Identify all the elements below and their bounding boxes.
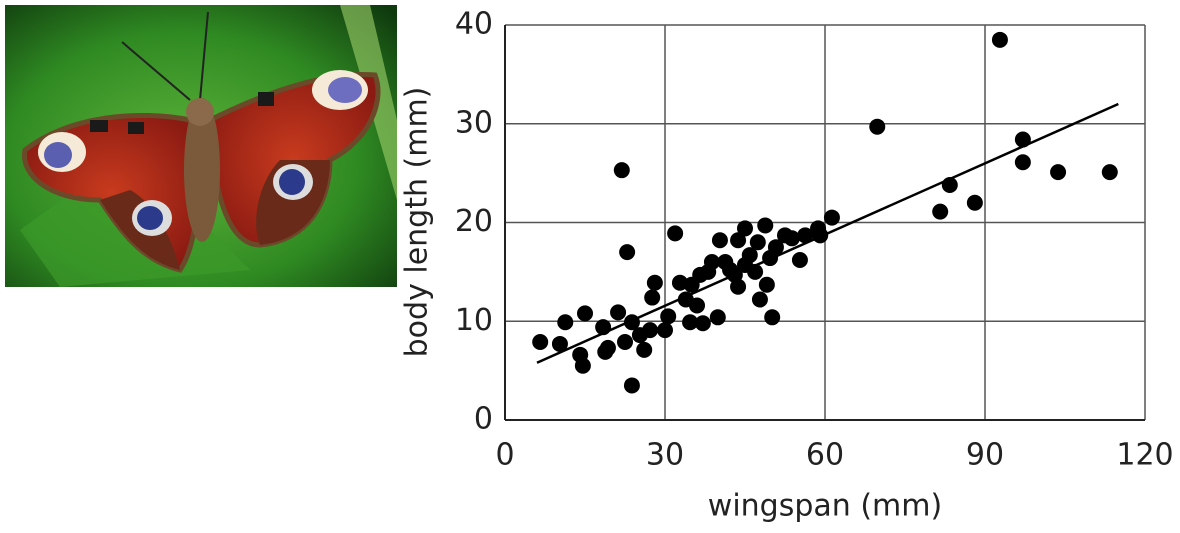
data-point <box>557 314 574 331</box>
data-point <box>682 314 699 331</box>
data-point <box>694 315 711 332</box>
data-point <box>869 118 886 135</box>
data-point <box>1050 164 1067 181</box>
data-point <box>709 309 726 326</box>
x-tick-label: 90 <box>966 438 1004 473</box>
data-point <box>741 247 758 264</box>
data-point <box>610 304 627 321</box>
data-point <box>657 322 673 339</box>
y-tick-label: 30 <box>455 105 493 140</box>
butterfly-photo <box>5 5 397 287</box>
data-point <box>797 227 814 244</box>
data-point <box>1101 164 1118 181</box>
data-point <box>642 322 659 339</box>
x-tick-label: 30 <box>646 438 684 473</box>
data-point <box>660 308 677 325</box>
data-point <box>764 309 781 326</box>
data-point <box>966 194 983 211</box>
y-tick-label: 20 <box>455 204 493 239</box>
data-point <box>667 225 684 242</box>
trend-line <box>536 102 1119 364</box>
x-axis-title: wingspan (mm) <box>708 489 942 524</box>
data-point <box>619 244 636 261</box>
data-point <box>574 357 591 374</box>
y-tick-label: 40 <box>455 7 493 42</box>
data-point <box>767 239 784 256</box>
data-point <box>749 234 766 251</box>
y-tick-label: 10 <box>455 303 493 338</box>
data-point <box>636 341 653 358</box>
data-point <box>791 252 808 269</box>
data-point <box>823 209 840 226</box>
data-point <box>751 291 768 308</box>
data-point <box>644 289 661 306</box>
data-point <box>613 162 630 179</box>
x-tick-label: 120 <box>1116 438 1173 473</box>
scatter-plot: 0 10 20 30 40 0 30 60 90 120 <box>455 7 1174 473</box>
data-point <box>783 230 800 247</box>
y-tick-label: 0 <box>474 402 493 437</box>
data-point <box>932 203 949 220</box>
data-point <box>617 333 633 350</box>
data-point <box>599 339 616 356</box>
data-point <box>730 278 747 295</box>
y-axis-title: body length (mm) <box>400 87 435 358</box>
data-point <box>646 274 663 291</box>
data-point <box>551 335 568 352</box>
data-point <box>991 31 1008 48</box>
data-point <box>689 297 705 314</box>
data-point <box>623 377 640 394</box>
data-point <box>532 333 549 350</box>
data-point <box>1014 154 1031 171</box>
x-tick-label: 0 <box>495 438 514 473</box>
data-point <box>711 232 728 249</box>
x-tick-label: 60 <box>806 438 844 473</box>
data-point <box>757 217 774 234</box>
data-point <box>730 232 747 249</box>
data-point <box>703 254 720 270</box>
data-point <box>577 305 593 322</box>
data-point <box>758 276 775 293</box>
data-point <box>737 220 753 237</box>
